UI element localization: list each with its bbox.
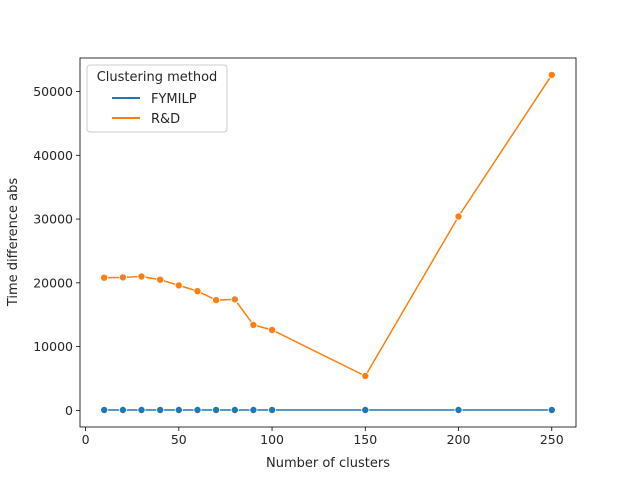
legend-entry-rd: R&D <box>151 112 180 127</box>
data-point-fymilp <box>118 405 127 414</box>
plot-area <box>79 57 577 428</box>
data-point-r-d <box>118 273 127 282</box>
data-point-r-d <box>156 275 165 284</box>
data-point-r-d <box>268 325 277 334</box>
data-point-fymilp <box>454 405 463 414</box>
data-point-fymilp <box>156 405 165 414</box>
data-point-fymilp <box>174 405 183 414</box>
legend-box <box>86 64 228 133</box>
x-axis-label: Number of clusters <box>266 456 390 471</box>
data-point-r-d <box>230 295 239 304</box>
legend: Clustering method FYMILP R&D <box>86 64 228 133</box>
data-point-fymilp <box>212 405 221 414</box>
data-point-fymilp <box>249 405 258 414</box>
data-point-fymilp <box>137 405 146 414</box>
x-tick-label: 150 <box>353 432 377 447</box>
x-axis: 0 50 100 150 200 250 <box>82 427 564 447</box>
x-tick-label: 50 <box>171 432 187 447</box>
data-point-fymilp <box>361 405 370 414</box>
data-point-r-d <box>100 273 109 282</box>
x-tick-label: 100 <box>260 432 284 447</box>
axes-frame <box>79 57 577 428</box>
data-point-r-d <box>454 212 463 221</box>
data-point-r-d <box>174 281 183 290</box>
data-point-fymilp <box>193 405 202 414</box>
data-point-fymilp <box>268 405 277 414</box>
y-tick-label: 0 <box>65 403 73 418</box>
data-point-r-d <box>193 287 202 296</box>
y-axis: 0 10000 20000 30000 40000 50000 <box>33 84 80 418</box>
x-tick-label: 0 <box>82 432 90 447</box>
y-axis-label: Time difference abs <box>6 178 21 308</box>
y-tick-label: 20000 <box>33 275 73 290</box>
x-tick-label: 200 <box>447 432 471 447</box>
data-point-fymilp <box>230 405 239 414</box>
legend-entry-fymilp: FYMILP <box>151 92 197 107</box>
data-point-r-d <box>361 371 370 380</box>
y-tick-label: 10000 <box>33 339 73 354</box>
data-point-fymilp <box>547 405 556 414</box>
y-tick-label: 30000 <box>33 212 73 227</box>
legend-title: Clustering method <box>97 70 218 85</box>
data-point-r-d <box>137 272 146 281</box>
data-point-r-d <box>212 296 221 305</box>
y-tick-label: 50000 <box>33 84 73 99</box>
data-point-r-d <box>249 320 258 329</box>
x-tick-label: 250 <box>540 432 564 447</box>
data-point-r-d <box>547 70 556 79</box>
data-point-fymilp <box>100 405 109 414</box>
y-tick-label: 40000 <box>33 148 73 163</box>
